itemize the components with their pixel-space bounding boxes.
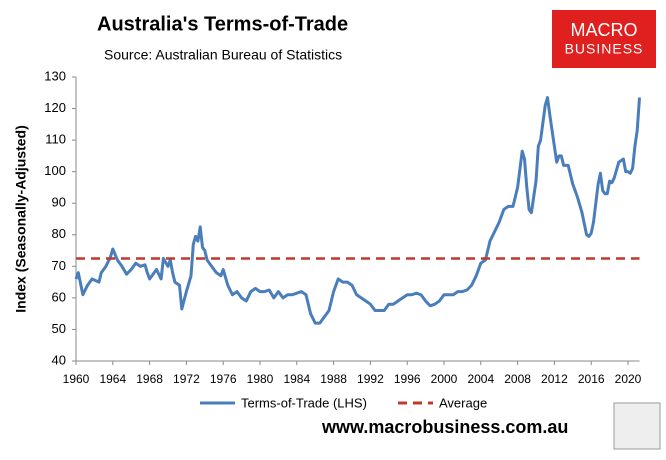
x-tick-label: 1996 [394,372,421,386]
y-axis-label: Index (Seasonally-Adjusted) [13,125,29,312]
x-tick-label: 2012 [541,372,568,386]
y-tick-label: 80 [52,226,66,241]
x-tick-label: 2004 [467,372,494,386]
logo-bottom: BUSINESS [565,41,644,57]
x-tick-label: 1988 [320,372,347,386]
x-tick-label: 2020 [615,372,642,386]
y-tick-label: 130 [44,68,66,83]
x-tick-label: 1968 [136,372,163,386]
logo-top: MACRO [571,20,638,40]
x-tick-label: 1984 [283,372,310,386]
x-tick-label: 2000 [431,372,458,386]
x-tick-label: 1980 [247,372,274,386]
x-tick-label: 2016 [578,372,605,386]
y-tick-label: 40 [52,352,66,367]
y-tick-label: 70 [52,258,66,273]
y-tick-label: 120 [44,100,66,115]
x-tick-label: 1976 [210,372,237,386]
x-tick-label: 2008 [504,372,531,386]
legend-label: Average [439,395,487,410]
y-tick-label: 50 [52,321,66,336]
x-tick-label: 1972 [173,372,200,386]
x-tick-label: 1964 [99,372,126,386]
x-tick-label: 1992 [357,372,384,386]
legend-label: Terms-of-Trade (LHS) [241,395,367,410]
y-tick-label: 100 [44,163,66,178]
y-tick-label: 110 [45,132,66,147]
y-tick-label: 90 [52,195,66,210]
fox-icon [613,402,661,450]
chart-subtitle: Source: Australian Bureau of Statistics [104,47,342,63]
logo-box [552,10,656,68]
chart-title: Australia's Terms-of-Trade [97,13,348,35]
series-line [74,96,641,325]
site-url: www.macrobusiness.com.au [321,417,568,437]
y-tick-label: 60 [52,289,66,304]
x-tick-label: 1960 [63,372,90,386]
